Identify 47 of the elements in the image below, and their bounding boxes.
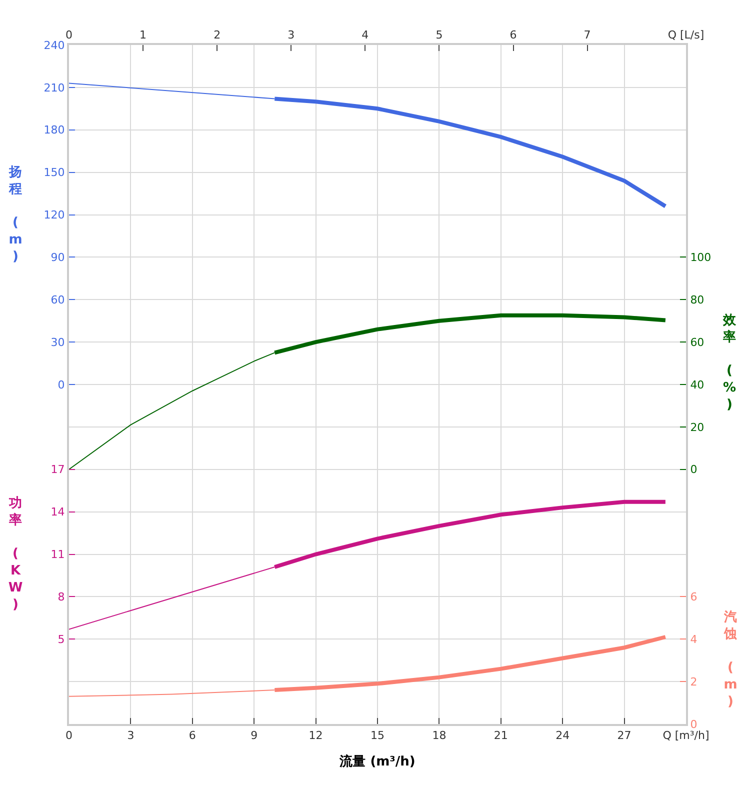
x2-tick-label: 3 [288, 28, 295, 42]
text: 功率 (KW) [8, 496, 23, 612]
y2-tick-label: 2 [690, 675, 698, 688]
y-tick-label: 60 [50, 293, 65, 306]
y2-tick-label: 20 [690, 420, 704, 434]
x2-tick-label: 1 [140, 28, 147, 42]
y2-tick-label: 80 [690, 293, 704, 306]
x-tick-label: 15 [370, 729, 384, 742]
x2-tick-label: 5 [436, 28, 443, 42]
y2-tick-label: 0 [690, 463, 698, 476]
y-tick-label: 8 [58, 590, 65, 604]
y-tick-label: 11 [50, 548, 65, 562]
x2-tick-label: 6 [510, 28, 517, 42]
x-tick-label: 24 [556, 729, 570, 742]
y-tick-label: 30 [50, 336, 65, 349]
x-axis-title: 流量 (m³/h) [338, 753, 416, 770]
x2-tick-label: Q [L/s] [668, 28, 704, 42]
x-tick-label: 21 [494, 729, 508, 742]
y-tick-label: 90 [50, 251, 65, 264]
x2-tick-label: 2 [214, 28, 221, 42]
x2-tick-label: 7 [584, 28, 591, 42]
y-tick-label: 17 [50, 463, 65, 476]
x-tick-label: 18 [432, 729, 446, 742]
y-tick-label: 5 [58, 632, 65, 646]
x-tick-label: 6 [188, 729, 196, 742]
text: 效率 (%) [722, 313, 736, 412]
y-tick-label: 150 [44, 166, 65, 180]
y2-tick-label: 100 [690, 251, 712, 264]
y-tick-label: 180 [44, 124, 65, 137]
x-tick-label: Q [m³/h] [662, 729, 710, 742]
y-tick-label: 0 [58, 378, 65, 392]
text: 汽蚀 (m) [724, 610, 738, 710]
y2-tick-label: 60 [690, 336, 704, 349]
x-tick-label: 3 [127, 729, 134, 742]
x-tick-label: 9 [250, 729, 258, 742]
y-tick-label: 14 [50, 506, 65, 519]
y2-tick-label: 4 [690, 632, 698, 646]
y-tick-label: 210 [44, 81, 65, 94]
y2-tick-label: 0 [690, 718, 698, 731]
x-tick-label: 12 [308, 729, 323, 742]
y-tick-label: 240 [44, 38, 65, 52]
y2-tick-label: 40 [690, 378, 704, 392]
x2-tick-label: 4 [362, 28, 369, 42]
text: 扬程 (m) [8, 165, 22, 264]
y-tick-label: 120 [44, 208, 65, 222]
y2-tick-label: 6 [690, 590, 698, 604]
x-tick-label: 27 [617, 729, 632, 742]
